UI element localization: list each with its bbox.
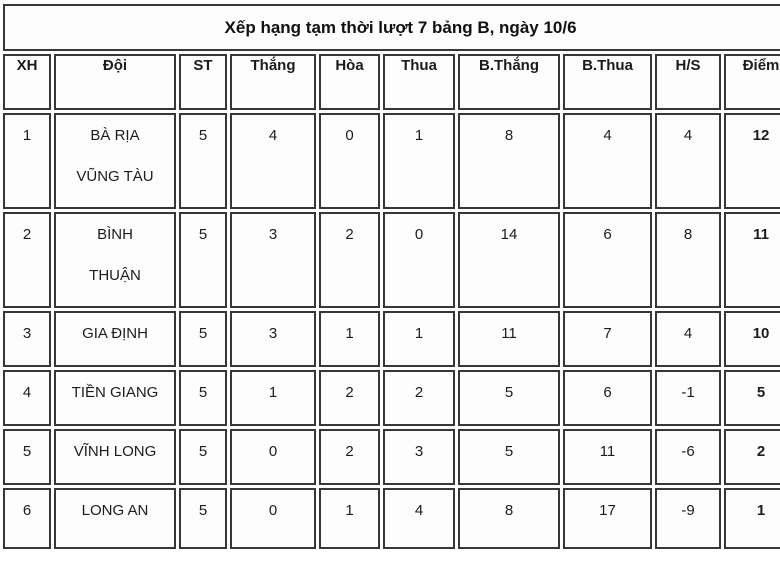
lost-cell: 1: [383, 311, 455, 367]
goals-for-cell: 14: [458, 212, 560, 308]
team-cell: GIA ĐỊNH: [54, 311, 176, 367]
played-cell: 5: [179, 311, 227, 367]
team-name-line: VŨNG TÀU: [76, 168, 154, 185]
won-cell: 1: [230, 370, 316, 426]
rank-cell: 4: [3, 370, 51, 426]
team-name-line: BÌNH: [97, 226, 133, 243]
rank-cell: 6: [3, 488, 51, 549]
lost-cell: 2: [383, 370, 455, 426]
column-header-rank: XH: [3, 54, 51, 110]
points-cell: 5: [724, 370, 780, 426]
team-cell: BÌNH THUẬN: [54, 212, 176, 308]
lost-cell: 4: [383, 488, 455, 549]
team-cell: TIỀN GIANG: [54, 370, 176, 426]
won-cell: 0: [230, 488, 316, 549]
goals-against-cell: 6: [563, 212, 652, 308]
table-row: 6 LONG AN 5 0 1 4 8 17 -9 1: [3, 488, 780, 549]
goal-diff-cell: 4: [655, 113, 721, 209]
points-cell: 12: [724, 113, 780, 209]
rank-cell: 1: [3, 113, 51, 209]
goals-against-cell: 7: [563, 311, 652, 367]
table-row: 4 TIỀN GIANG 5 1 2 2 5 6 -1 5: [3, 370, 780, 426]
goal-diff-cell: 4: [655, 311, 721, 367]
team-name-line: THUẬN: [89, 267, 141, 284]
team-name-line: LONG AN: [81, 502, 149, 519]
played-cell: 5: [179, 488, 227, 549]
lost-cell: 3: [383, 429, 455, 485]
column-header-team: Đội: [54, 54, 176, 110]
played-cell: 5: [179, 370, 227, 426]
goals-against-cell: 6: [563, 370, 652, 426]
won-cell: 3: [230, 311, 316, 367]
goal-diff-cell: -9: [655, 488, 721, 549]
goals-against-cell: 4: [563, 113, 652, 209]
header-row: XH Đội ST Thắng Hòa Thua B.Thắng B.Thua …: [3, 54, 780, 110]
points-cell: 11: [724, 212, 780, 308]
played-cell: 5: [179, 212, 227, 308]
lost-cell: 0: [383, 212, 455, 308]
team-cell: LONG AN: [54, 488, 176, 549]
column-header-drawn: Hòa: [319, 54, 380, 110]
goals-against-cell: 17: [563, 488, 652, 549]
table-row: 2 BÌNH THUẬN 5 3 2 0 14 6 8 11: [3, 212, 780, 308]
won-cell: 0: [230, 429, 316, 485]
played-cell: 5: [179, 113, 227, 209]
goals-for-cell: 5: [458, 429, 560, 485]
points-cell: 1: [724, 488, 780, 549]
team-cell: VĨNH LONG: [54, 429, 176, 485]
won-cell: 4: [230, 113, 316, 209]
team-name-line: VĨNH LONG: [73, 443, 157, 460]
goals-for-cell: 8: [458, 113, 560, 209]
team-cell: BÀ RỊA VŨNG TÀU: [54, 113, 176, 209]
column-header-won: Thắng: [230, 54, 316, 110]
rank-cell: 3: [3, 311, 51, 367]
rank-cell: 2: [3, 212, 51, 308]
lost-cell: 1: [383, 113, 455, 209]
drawn-cell: 2: [319, 212, 380, 308]
goals-against-cell: 11: [563, 429, 652, 485]
column-header-goals-against: B.Thua: [563, 54, 652, 110]
team-name-line: GIA ĐỊNH: [82, 325, 148, 342]
drawn-cell: 2: [319, 429, 380, 485]
table-row: 5 VĨNH LONG 5 0 2 3 5 11 -6 2: [3, 429, 780, 485]
rank-cell: 5: [3, 429, 51, 485]
drawn-cell: 2: [319, 370, 380, 426]
goals-for-cell: 5: [458, 370, 560, 426]
played-cell: 5: [179, 429, 227, 485]
points-cell: 2: [724, 429, 780, 485]
column-header-goals-for: B.Thắng: [458, 54, 560, 110]
column-header-goal-diff: H/S: [655, 54, 721, 110]
column-header-lost: Thua: [383, 54, 455, 110]
goals-for-cell: 8: [458, 488, 560, 549]
goal-diff-cell: -1: [655, 370, 721, 426]
drawn-cell: 1: [319, 488, 380, 549]
goals-for-cell: 11: [458, 311, 560, 367]
table-title: Xếp hạng tạm thời lượt 7 bảng B, ngày 10…: [3, 4, 780, 51]
team-name-line: BÀ RỊA: [90, 127, 140, 144]
table-row: 1 BÀ RỊA VŨNG TÀU 5 4 0 1 8 4 4 12: [3, 113, 780, 209]
column-header-played: ST: [179, 54, 227, 110]
drawn-cell: 0: [319, 113, 380, 209]
standings-table: Xếp hạng tạm thời lượt 7 bảng B, ngày 10…: [0, 1, 780, 552]
team-name-line: TIỀN GIANG: [71, 384, 159, 401]
goal-diff-cell: -6: [655, 429, 721, 485]
points-cell: 10: [724, 311, 780, 367]
goal-diff-cell: 8: [655, 212, 721, 308]
won-cell: 3: [230, 212, 316, 308]
title-row: Xếp hạng tạm thời lượt 7 bảng B, ngày 10…: [3, 4, 780, 51]
drawn-cell: 1: [319, 311, 380, 367]
table-row: 3 GIA ĐỊNH 5 3 1 1 11 7 4 10: [3, 311, 780, 367]
column-header-points: Điểm: [724, 54, 780, 110]
